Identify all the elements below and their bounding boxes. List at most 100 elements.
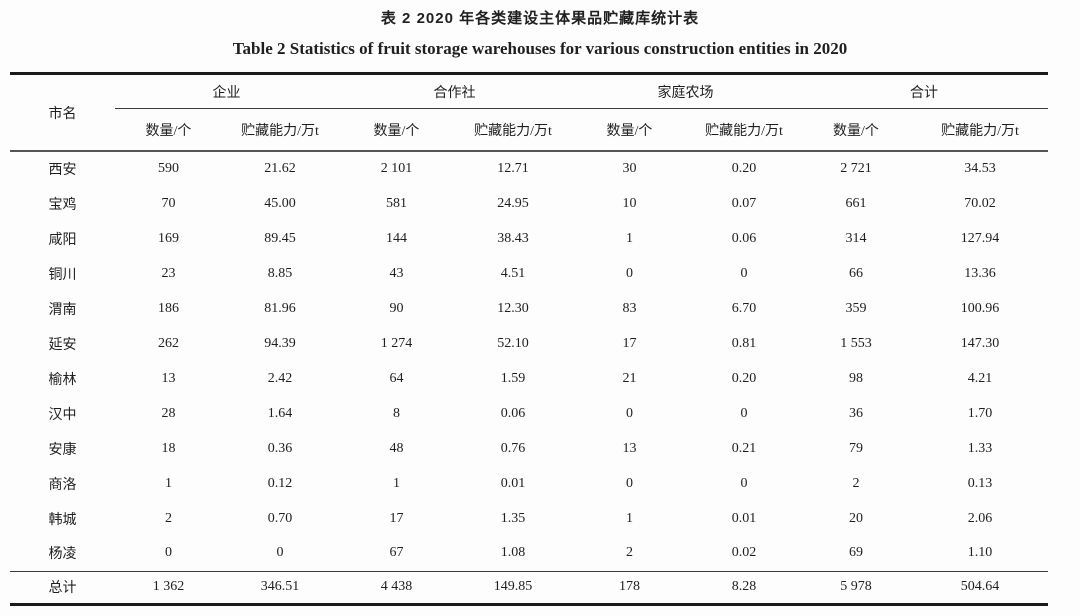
group-header-cooperative: 合作社 [338,73,571,109]
column-header-family-farm-count: 数量/个 [571,108,688,152]
value-cell: 2 101 [380,161,413,176]
value-cell: 6.70 [731,300,757,316]
total-cell: 8.28 [688,570,800,604]
city-cell: 汉中 [48,407,77,423]
value-cell: 81.96 [264,300,296,316]
value-cell: 17 [622,335,637,351]
city-cell: 商洛 [48,477,77,493]
value-cell: 1 [626,230,633,246]
value-cell: 48 [389,440,404,456]
total-row-label: 总计 [10,570,115,604]
value-cell: 43 [389,265,404,281]
value-cell: 0.01 [500,475,526,491]
value-cell: 2.06 [967,510,993,526]
value-cell: 0.70 [267,510,293,526]
value-cell: 28 [161,405,176,421]
value-cell: 70.02 [964,195,996,211]
value-cell: 4.21 [967,370,993,386]
column-header-city: 市名 [10,73,115,152]
city-cell: 宝鸡 [48,197,77,213]
table-row: 榆林 13 2.42 64 1.59 21 0.20 98 4.21 [10,361,1048,396]
value-cell: 13.36 [964,265,996,281]
table-footer: 总计 1 362 346.51 4 438 149.85 178 8.28 5 … [10,570,1048,604]
value-cell: 2.42 [267,370,293,386]
value-cell: 0.81 [731,335,757,351]
value-cell: 314 [845,230,867,246]
table-row: 咸阳 169 89.45 144 38.43 1 0.06 314 127.94 [10,221,1048,256]
value-cell: 147.30 [960,335,1000,351]
value-cell: 1.64 [267,405,293,421]
value-cell: 0.20 [731,370,757,386]
value-cell: 89.45 [264,230,296,246]
value-cell: 34.53 [964,161,996,176]
value-cell: 127.94 [960,230,1000,246]
value-cell: 0.06 [731,230,757,246]
city-cell: 铜川 [48,267,77,283]
value-cell: 21.62 [264,161,296,176]
value-cell: 13 [622,440,637,456]
value-cell: 1 [626,510,633,526]
value-cell: 1.59 [500,370,526,386]
value-cell: 36 [849,405,863,421]
table-row: 铜川 23 8.85 43 4.51 0 0 66 13.36 [10,256,1048,291]
value-cell: 2 [852,475,860,491]
value-cell: 0.21 [731,440,757,456]
table-caption-chinese: 表 2 2020 年各类建设主体果品贮藏库统计表 [380,10,700,27]
city-cell: 咸阳 [48,232,77,248]
total-cell: 149.85 [455,570,571,604]
value-cell: 23 [161,265,176,281]
table-body: 西安 590 21.62 2 101 12.71 30 0.20 2 721 34.53 宝鸡 70… [10,151,1048,571]
value-cell: 94.39 [264,335,296,351]
value-cell: 12.71 [497,161,529,176]
city-cell: 韩城 [48,512,77,528]
value-cell: 359 [845,300,867,316]
table-row: 汉中 28 1.64 8 0.06 0 0 36 1.70 [10,396,1048,431]
value-cell: 1.08 [500,545,526,561]
value-cell: 0.76 [500,440,526,456]
total-row: 总计 1 362 346.51 4 438 149.85 178 8.28 5 … [10,570,1048,604]
table-row: 商洛 1 0.12 1 0.01 0 0 2 0.13 [10,466,1048,501]
total-cell: 178 [571,570,688,604]
value-cell: 45.00 [264,195,296,211]
city-cell: 杨凌 [48,547,77,563]
column-header-cooperative-capacity: 贮藏能力/万t [455,108,571,152]
value-cell: 0 [740,265,748,281]
value-cell: 0 [740,405,748,421]
value-cell: 64 [389,370,404,386]
value-cell: 83 [622,300,637,316]
group-header-total: 合计 [800,73,1048,109]
value-cell: 38.43 [497,230,529,246]
value-cell: 0.20 [731,161,757,176]
table-row: 杨凌 0 0 67 1.08 2 0.02 69 1.10 [10,536,1048,571]
value-cell: 169 [158,230,179,246]
table-header: 市名 企业 合作社 家庭农场 合计 数量/个 贮藏能力/万t 数量/个 贮藏能力… [10,73,1048,152]
city-cell: 延安 [48,337,77,353]
city-cell: 安康 [48,442,77,458]
city-cell: 榆林 [48,372,77,388]
value-cell: 0.12 [267,475,293,491]
value-cell: 52.10 [497,335,529,351]
table-row: 延安 262 94.39 1 274 52.10 17 0.81 1 553 147.30 [10,326,1048,361]
value-cell: 4.51 [500,265,526,281]
value-cell: 0.07 [731,195,757,211]
city-cell: 西安 [48,163,77,178]
city-cell: 渭南 [48,302,77,318]
value-cell: 1 553 [840,335,872,351]
sub-header-row: 数量/个 贮藏能力/万t 数量/个 贮藏能力/万t 数量/个 贮藏能力/万t 数… [10,108,1048,152]
table-row: 宝鸡 70 45.00 581 24.95 10 0.07 661 70.02 [10,186,1048,221]
value-cell: 581 [386,195,407,211]
value-cell: 18 [161,440,176,456]
value-cell: 2 [626,545,633,561]
fruit-storage-statistics-table: 市名 企业 合作社 家庭农场 合计 数量/个 贮藏能力/万t 数量/个 贮藏能力… [10,72,1048,606]
table-row: 安康 18 0.36 48 0.76 13 0.21 79 1.33 [10,431,1048,466]
total-cell: 504.64 [912,570,1048,604]
value-cell: 0 [165,545,172,561]
value-cell: 30 [622,161,637,176]
value-cell: 1.10 [967,545,993,561]
value-cell: 17 [389,510,404,526]
table-row: 西安 590 21.62 2 101 12.71 30 0.20 2 721 34.53 [10,151,1048,186]
value-cell: 8 [393,405,400,421]
value-cell: 186 [158,300,179,316]
column-header-enterprise-count: 数量/个 [115,108,222,152]
